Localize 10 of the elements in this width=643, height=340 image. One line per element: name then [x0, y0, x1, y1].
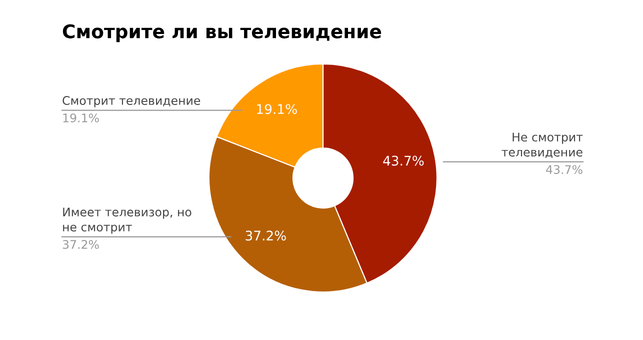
- slice-label: Имеет телевизор, но не смотрит: [63, 208, 192, 234]
- text: 43.7%: [546, 165, 582, 174]
- data-label: 43.7%: [383, 156, 424, 166]
- data-label: 19.1%: [257, 104, 297, 114]
- slice-label: Смотрит телевидение: [62, 96, 200, 108]
- text: 37.2%: [62, 240, 99, 249]
- data-label: 37.2%: [246, 230, 286, 241]
- text: 19.1%: [63, 113, 99, 122]
- chart-title: Смотрите ли вы телевидение: [62, 24, 382, 42]
- slice-label: Не смотрит телевидение: [502, 132, 583, 158]
